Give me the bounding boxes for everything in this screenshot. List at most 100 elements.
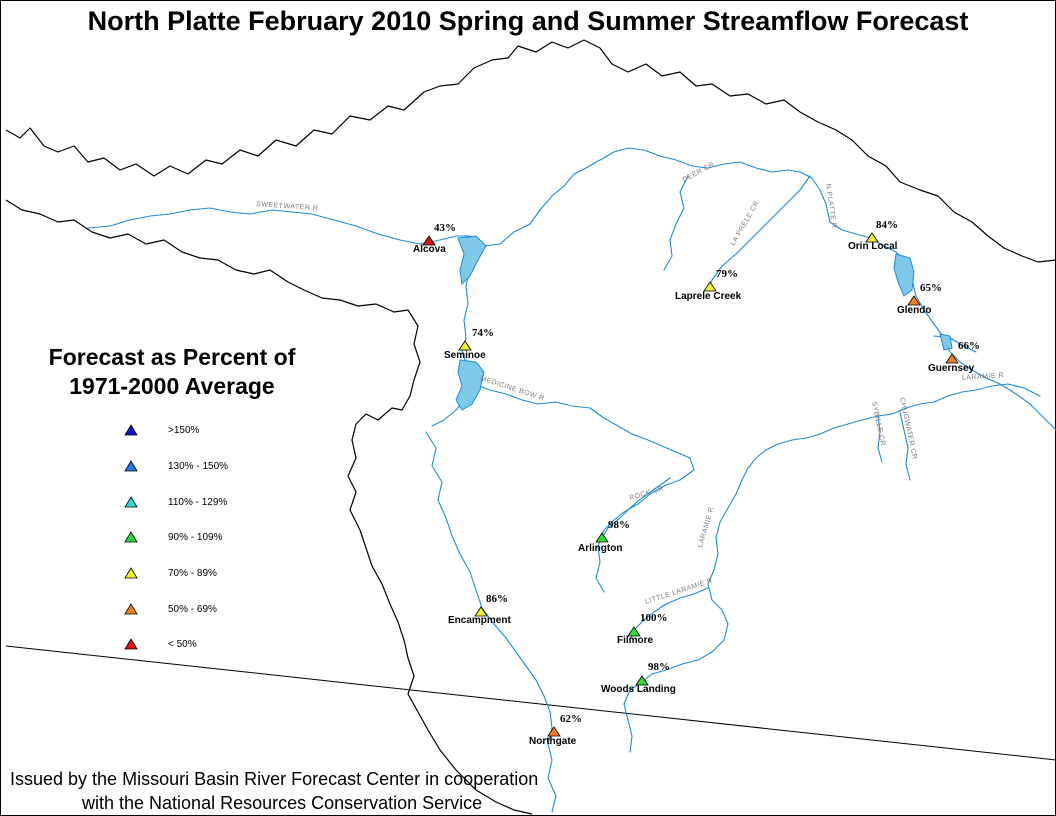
- station-name: Encampment: [448, 615, 511, 626]
- map-title: North Platte February 2010 Spring and Su…: [87, 6, 969, 36]
- legend-label: 90% - 109%: [168, 531, 223, 543]
- legend-label: 110% - 129%: [168, 496, 228, 508]
- seminoe-reservoir: [455, 359, 485, 411]
- la-prele-creek: [707, 175, 811, 291]
- station-percent: 98%: [648, 661, 670, 673]
- legend-item-below-50: < 50%: [124, 636, 197, 652]
- legend-label: 130% - 150%: [168, 460, 229, 472]
- station-marker: [547, 726, 561, 737]
- triangle-icon: [124, 638, 138, 650]
- triangle-icon: [124, 567, 138, 579]
- state-line: [5, 645, 1056, 761]
- station-percent: 86%: [486, 593, 508, 605]
- glendo-reservoir: [893, 253, 915, 297]
- station-marker: [945, 353, 959, 364]
- station-name: Seminoe: [444, 350, 486, 361]
- station-percent: 79%: [716, 268, 738, 280]
- basin-boundaries: [5, 39, 1056, 815]
- legend-item-70-89: 70% - 89%: [124, 565, 217, 581]
- legend-title-line2: 1971-2000 Average: [69, 373, 275, 399]
- north-platte-main: [455, 147, 1056, 431]
- station-alcova[interactable]: 43% Alcova: [413, 222, 456, 255]
- river-label-sybille: SYBILLE CR: [870, 401, 886, 447]
- legend-label: 50% - 69%: [168, 603, 217, 615]
- river-label-sweetwater: SWEETWATER R: [256, 201, 319, 212]
- legend-label: >150%: [168, 424, 200, 436]
- station-name: Northgate: [529, 736, 577, 747]
- legend-label: 70% - 89%: [168, 567, 217, 579]
- station-percent: 66%: [958, 340, 980, 352]
- legend-label: < 50%: [168, 638, 197, 650]
- north-platte-upper: [431, 249, 473, 427]
- sweetwater-river: [87, 207, 457, 245]
- station-name: Guernsey: [928, 363, 975, 374]
- triangle-icon: [124, 603, 138, 615]
- river-label-laramie-south: LARAMIE R: [697, 506, 715, 549]
- river-label-rock-creek: ROCK CR: [629, 485, 665, 502]
- legend-item-50-69: 50% - 69%: [124, 601, 217, 617]
- river-label-la-prele: LA PRELE CR: [730, 200, 761, 247]
- station-marker: [474, 606, 488, 617]
- triangle-icon: [124, 460, 138, 472]
- station-name: Alcova: [413, 244, 446, 255]
- triangle-icon: [124, 496, 138, 508]
- little-laramie-river: [629, 587, 709, 641]
- station-percent: 100%: [640, 612, 668, 624]
- issuer-credit: Issued by the Missouri Basin River Forec…: [10, 767, 610, 815]
- encampment-river: [425, 431, 557, 813]
- legend-item-130-150: 130% - 150%: [124, 458, 228, 474]
- river-label-little-laramie: LITTLE LARAMIE R: [644, 577, 713, 605]
- station-marker: [907, 295, 921, 306]
- southern-boundary-west: [5, 199, 533, 815]
- reservoirs: [455, 235, 953, 411]
- station-marker: [422, 235, 436, 246]
- river-network: [87, 147, 1056, 813]
- station-filmore[interactable]: 100% Filmore: [617, 612, 668, 646]
- station-marker: [635, 675, 649, 686]
- station-name: Glendo: [897, 305, 931, 316]
- chugwater-creek: [899, 411, 911, 481]
- station-percent: 74%: [472, 327, 494, 339]
- station-percent: 65%: [920, 282, 942, 294]
- station-percent: 84%: [876, 219, 898, 231]
- laramie-river: [623, 383, 1041, 753]
- station-percent: 98%: [608, 519, 630, 531]
- issuer-credit-line2: with the National Resources Conservation…: [82, 793, 483, 813]
- forecast-stations: 43% Alcova 74% Seminoe 79% Laprele Creek…: [413, 219, 980, 747]
- station-name: Orin Local: [848, 241, 898, 252]
- station-arlington[interactable]: 98% Arlington: [578, 519, 630, 554]
- triangle-icon: [124, 531, 138, 543]
- sybille-creek: [877, 415, 883, 463]
- station-seminoe[interactable]: 74% Seminoe: [444, 327, 494, 361]
- medicine-bow-river: [473, 383, 695, 593]
- station-name: Filmore: [617, 635, 654, 646]
- station-percent: 43%: [434, 222, 456, 234]
- legend-item-above-150: >150%: [124, 422, 199, 438]
- station-orin-local[interactable]: 84% Orin Local: [848, 219, 898, 252]
- station-guernsey[interactable]: 66% Guernsey: [928, 340, 980, 374]
- guernsey-reservoir: [939, 333, 953, 351]
- station-laprele-creek[interactable]: 79% Laprele Creek: [675, 268, 742, 302]
- station-marker: [865, 232, 879, 243]
- station-name: Laprele Creek: [675, 291, 742, 302]
- station-glendo[interactable]: 65% Glendo: [897, 282, 942, 316]
- rock-creek: [601, 477, 671, 539]
- station-name: Woods Landing: [601, 684, 676, 695]
- issuer-credit-line1: Issued by the Missouri Basin River Forec…: [10, 769, 539, 789]
- river-label-laramie-east: LARAMIE R: [962, 372, 1005, 382]
- legend-title-line1: Forecast as Percent of: [48, 344, 296, 370]
- station-encampment[interactable]: 86% Encampment: [448, 593, 511, 626]
- station-marker: [458, 340, 472, 351]
- legend-item-90-109: 90% - 109%: [124, 529, 222, 545]
- river-label-medicine-bow: MEDICINE BOW R: [479, 375, 545, 402]
- station-northgate[interactable]: 62% Northgate: [529, 713, 582, 747]
- triangle-icon: [124, 424, 138, 436]
- station-percent: 62%: [560, 713, 582, 725]
- legend-item-110-129: 110% - 129%: [124, 494, 227, 510]
- northern-boundary: [5, 39, 1056, 263]
- station-marker: [703, 281, 717, 292]
- station-woods-landing[interactable]: 98% Woods Landing: [601, 661, 676, 695]
- station-marker: [627, 626, 641, 637]
